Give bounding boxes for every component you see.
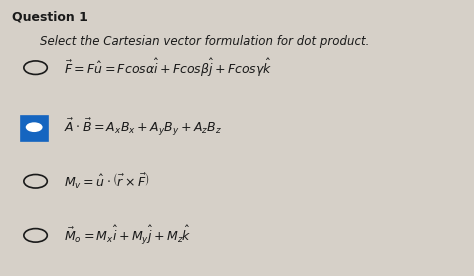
Text: $\vec{F}=F\hat{u}=Fcos\alpha\hat{i}+Fcos\beta\hat{j}+Fcos\gamma\hat{k}$: $\vec{F}=F\hat{u}=Fcos\alpha\hat{i}+Fcos… [64,57,272,79]
FancyBboxPatch shape [20,116,48,141]
Circle shape [26,122,43,132]
Text: Select the Cartesian vector formulation for dot product.: Select the Cartesian vector formulation … [40,35,370,48]
Text: $\vec{A}\cdot\vec{B}=A_xB_x+A_yB_y+A_zB_z$: $\vec{A}\cdot\vec{B}=A_xB_x+A_yB_y+A_zB_… [64,116,221,138]
Text: $M_v=\hat{u}\cdot\left(\vec{r}\times\vec{F}\right)$: $M_v=\hat{u}\cdot\left(\vec{r}\times\vec… [64,172,149,191]
Text: Question 1: Question 1 [12,11,88,24]
Text: $\vec{M}_o=M_x\hat{i}+M_y\hat{j}+M_z\hat{k}$: $\vec{M}_o=M_x\hat{i}+M_y\hat{j}+M_z\hat… [64,224,191,247]
